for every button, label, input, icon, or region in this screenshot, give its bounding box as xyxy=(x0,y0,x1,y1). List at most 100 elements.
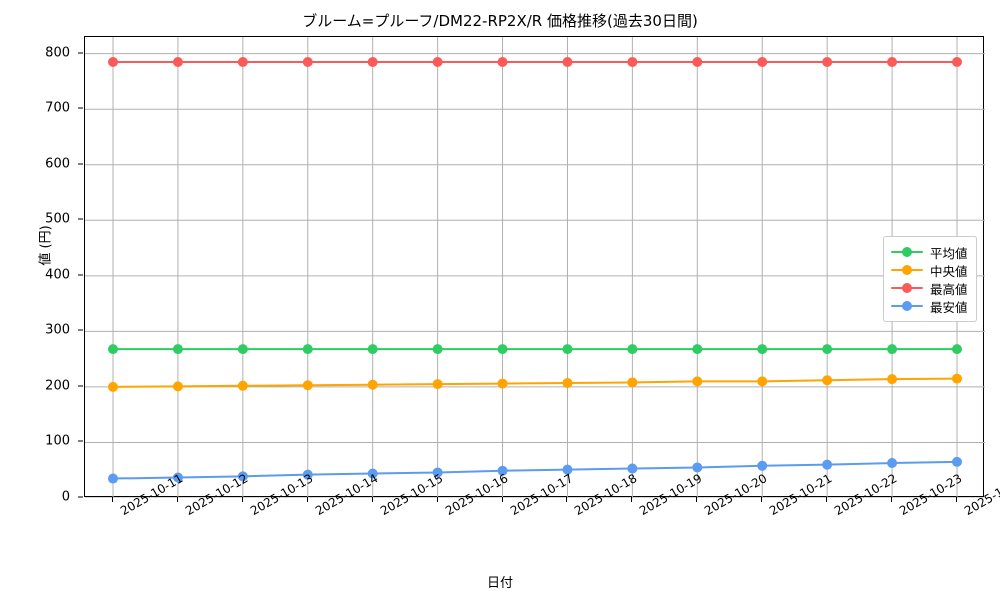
x-axis-tick-labels: 2025-10-112025-10-122025-10-132025-10-14… xyxy=(0,0,1000,518)
legend-label: 平均値 xyxy=(930,245,968,261)
y-tick-mark xyxy=(78,274,83,276)
x-tick-mark xyxy=(566,497,568,502)
x-tick-label: 2025-10-14 xyxy=(313,471,380,518)
x-tick-label: 2025-10-18 xyxy=(572,471,639,518)
y-tick-mark xyxy=(78,218,83,220)
series-3 xyxy=(108,56,962,67)
series-4 xyxy=(108,456,962,484)
legend-marker-icon xyxy=(891,299,923,313)
data-point xyxy=(432,467,443,478)
data-point xyxy=(302,344,313,355)
data-point xyxy=(822,56,833,67)
x-axis-tick-marks xyxy=(84,497,984,503)
chart-legend[interactable]: 平均値中央値最高値 最安値 xyxy=(883,236,977,322)
data-point xyxy=(108,56,118,67)
data-point xyxy=(432,56,443,67)
x-tick-label: 2025-10-13 xyxy=(248,471,315,518)
x-tick-label: 2025-10-24 xyxy=(962,471,1000,518)
x-tick-mark xyxy=(956,497,957,502)
data-point xyxy=(237,56,248,67)
y-tick-mark xyxy=(78,385,83,387)
y-tick-mark xyxy=(78,329,83,331)
data-point xyxy=(887,458,898,469)
x-tick-mark xyxy=(371,497,373,502)
x-tick-label: 2025-10-22 xyxy=(832,471,899,518)
legend-label: 中央値 xyxy=(930,263,968,279)
x-tick-label: 2025-10-15 xyxy=(378,471,445,518)
x-tick-mark xyxy=(112,497,113,502)
data-point xyxy=(497,465,508,476)
data-point xyxy=(172,381,183,392)
data-point xyxy=(562,344,573,355)
y-tick-label: 300 xyxy=(45,322,70,338)
legend-item-2[interactable]: 中央値 xyxy=(891,261,968,279)
y-tick-mark xyxy=(78,440,83,442)
data-point xyxy=(692,376,703,387)
data-point xyxy=(822,344,833,355)
data-point xyxy=(172,344,183,355)
data-point xyxy=(887,344,898,355)
data-point xyxy=(692,462,703,473)
data-point xyxy=(562,464,573,475)
data-point xyxy=(627,56,638,67)
legend-item-3[interactable]: 最高値 xyxy=(891,279,968,297)
data-point xyxy=(822,375,833,386)
y-tick-label: 600 xyxy=(45,156,70,172)
series-1 xyxy=(108,344,962,355)
data-point xyxy=(757,460,768,471)
data-point xyxy=(887,56,898,67)
legend-label: 最高値 xyxy=(930,281,968,297)
data-point xyxy=(497,344,508,355)
data-point xyxy=(108,473,118,484)
data-point xyxy=(952,56,962,67)
x-tick-mark xyxy=(241,497,243,502)
data-point xyxy=(692,56,703,67)
series-line xyxy=(112,377,958,388)
data-point xyxy=(367,468,378,479)
y-tick-mark xyxy=(78,496,83,498)
data-point xyxy=(952,344,962,355)
y-tick-label: 500 xyxy=(45,211,70,227)
x-tick-mark xyxy=(826,497,828,502)
x-tick-mark xyxy=(761,497,763,502)
x-tick-label: 2025-10-11 xyxy=(118,471,185,518)
legend-marker-icon xyxy=(891,263,923,277)
data-point xyxy=(237,380,248,391)
x-tick-label: 2025-10-12 xyxy=(183,471,250,518)
y-tick-mark xyxy=(78,163,83,165)
data-point xyxy=(822,459,833,470)
data-point xyxy=(172,472,183,483)
data-point xyxy=(367,56,378,67)
x-tick-mark xyxy=(436,497,438,502)
legend-item-1[interactable]: 平均値 xyxy=(891,243,968,261)
x-tick-mark xyxy=(501,497,503,502)
data-point xyxy=(302,56,313,67)
y-tick-mark xyxy=(78,52,83,54)
y-axis-tick-labels: 0 100 200 300 400 500 600 700 800 xyxy=(0,36,83,505)
data-point xyxy=(302,380,313,391)
legend-item-4[interactable]: 最安値 xyxy=(891,297,968,315)
y-tick-mark xyxy=(78,107,83,109)
data-point xyxy=(497,56,508,67)
data-point xyxy=(237,344,248,355)
data-point xyxy=(432,344,443,355)
data-point xyxy=(367,344,378,355)
plot-area xyxy=(84,36,985,498)
data-point xyxy=(757,376,768,387)
x-tick-label: 2025-10-16 xyxy=(443,471,510,518)
data-point xyxy=(952,373,962,384)
y-tick-label: 800 xyxy=(45,45,70,61)
data-point xyxy=(432,379,443,390)
y-tick-label: 0 xyxy=(61,489,70,505)
data-point xyxy=(952,456,962,467)
x-tick-label: 2025-10-19 xyxy=(637,471,704,518)
y-tick-label: 400 xyxy=(45,267,70,283)
x-axis-label: 日付 xyxy=(486,576,513,591)
data-point xyxy=(757,344,768,355)
x-tick-mark xyxy=(696,497,698,502)
x-tick-mark xyxy=(891,497,893,502)
y-tick-label: 700 xyxy=(45,100,70,116)
series-line xyxy=(112,460,958,480)
x-tick-mark xyxy=(176,497,178,502)
